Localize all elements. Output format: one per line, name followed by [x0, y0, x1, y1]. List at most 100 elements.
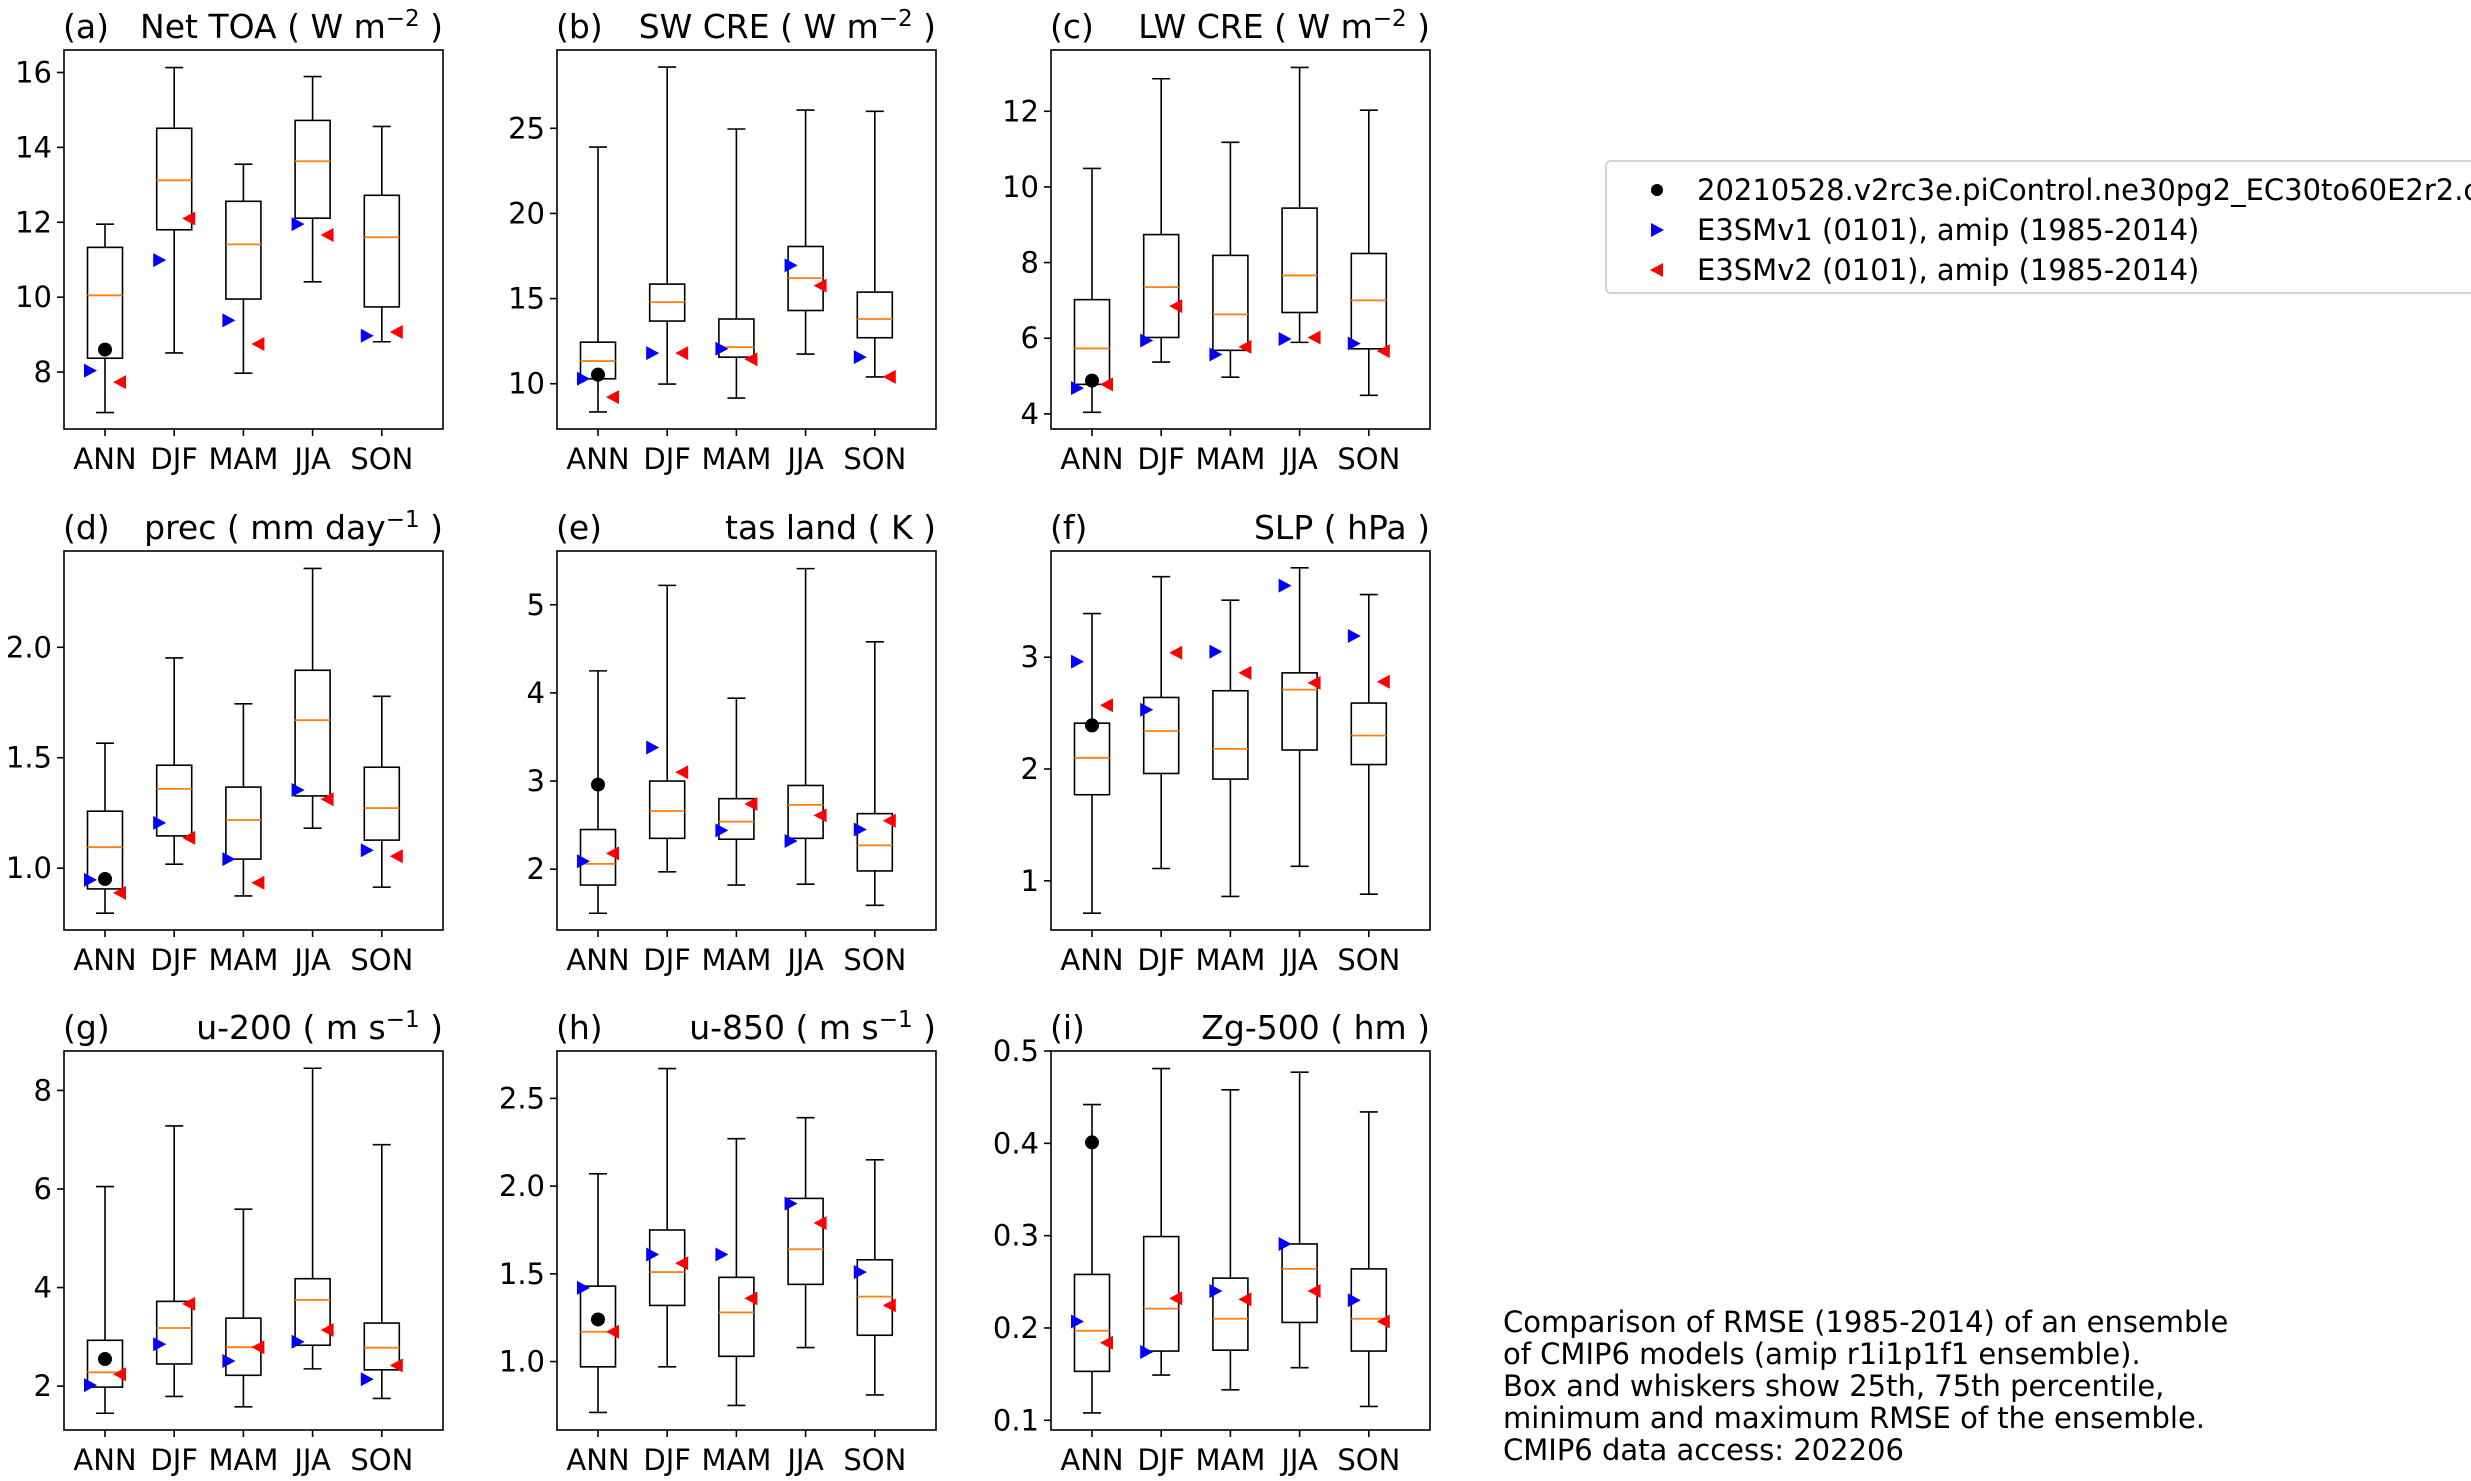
- x-tick-label: DJF: [150, 943, 198, 977]
- x-tick-label: DJF: [150, 1443, 198, 1477]
- iqr-box: [1350, 1268, 1388, 1352]
- e3smv2-marker: [1307, 675, 1321, 690]
- e3smv1-marker: [1278, 331, 1292, 346]
- panel-i: 0.1 0.2 0.3 0.4 0.5 ANN DJF MAM JJA SON (i) Zg-500 …: [993, 1008, 1431, 1477]
- e3smv1-marker: [1209, 644, 1223, 659]
- e3smv1-marker: [1071, 381, 1084, 396]
- e3smv1-marker: [222, 313, 236, 328]
- e3smv2-marker: [251, 875, 265, 890]
- panel-title-text: prec ( mm day: [144, 508, 386, 547]
- x-tick-label: JJA: [785, 442, 824, 476]
- axes-frame: [63, 550, 444, 931]
- x-tick-label: JJA: [1279, 1443, 1318, 1477]
- iqr-box: [787, 784, 824, 840]
- e3smv2-marker: [389, 849, 403, 864]
- e3smv2-marker: [675, 1256, 689, 1271]
- panel-f: 1 2 3 ANN DJF MAM JJA SON (f) SLP ( hPa ): [1021, 508, 1431, 977]
- e3smv1-marker: [1071, 654, 1084, 669]
- legend-label: E3SMv2 (0101), amip (1985-2014): [1697, 253, 2200, 287]
- iqr-box: [718, 1276, 755, 1358]
- panel-title-superscript: −2: [1373, 6, 1407, 32]
- caption-line: Box and whiskers show 25th, 75th percent…: [1503, 1369, 2165, 1403]
- picontrol-marker: [98, 342, 112, 357]
- e3smv1-marker: [577, 371, 590, 386]
- e3smv1-marker: [577, 854, 590, 869]
- picontrol-marker: [591, 1312, 605, 1327]
- y-tick-label: 8: [1021, 246, 1039, 280]
- e3smv1-marker: [84, 363, 97, 378]
- iqr-box: [1142, 233, 1180, 339]
- panel-letter: (h): [556, 1008, 603, 1047]
- x-tick-label: ANN: [566, 943, 629, 977]
- y-tick-label: 2: [1021, 752, 1039, 786]
- panel-h: 1.0 1.5 2.0 2.5 ANN DJF MAM JJA SON (h) u-850 ( m …: [499, 1007, 937, 1477]
- x-tick-label: JJA: [785, 943, 824, 977]
- y-tick-label: 4: [1021, 397, 1039, 431]
- panel-title-text: u-200 ( m s: [196, 1008, 386, 1047]
- e3smv2-marker: [1238, 339, 1252, 354]
- panel-title-text: LW CRE ( W m: [1138, 7, 1372, 46]
- panel-title-text: Net TOA ( W m: [140, 7, 386, 46]
- axes-frame: [1050, 49, 1431, 430]
- y-tick-label: 2: [34, 1369, 52, 1403]
- caption-line: of CMIP6 models (amip r1i1p1f1 ensemble)…: [1503, 1337, 2141, 1371]
- e3smv2-marker: [1238, 1292, 1252, 1307]
- panel-title: prec ( mm day−1 ): [144, 507, 443, 547]
- x-tick-label: DJF: [1137, 943, 1185, 977]
- y-tick-label: 8: [34, 1073, 52, 1107]
- e3smv1-marker: [1140, 1344, 1154, 1359]
- y-tick-label: 10: [1002, 170, 1039, 204]
- iqr-box: [1212, 254, 1249, 352]
- legend-label: 20210528.v2rc3e.piControl.ne30pg2_EC30to…: [1697, 173, 2471, 207]
- panel-title-text: SLP ( hPa ): [1254, 508, 1430, 547]
- x-tick-label: MAM: [1195, 943, 1265, 977]
- picontrol-marker: [98, 1352, 112, 1367]
- iqr-box: [155, 764, 193, 837]
- x-tick-label: SON: [843, 1443, 906, 1477]
- e3smv1-marker: [715, 823, 729, 838]
- e3smv1-marker: [153, 815, 167, 830]
- x-tick-label: DJF: [643, 943, 691, 977]
- e3smv2-marker: [813, 278, 827, 293]
- iqr-box: [225, 786, 262, 860]
- y-tick-label: 0.4: [993, 1126, 1039, 1160]
- panel-g: 2 4 6 8 ANN DJF MAM JJA SON (g) u-200 ( m s−1 ): [34, 1007, 444, 1477]
- e3smv1-marker: [291, 217, 305, 232]
- y-tick-label: 2.5: [499, 1081, 545, 1115]
- y-tick-label: 4: [527, 676, 545, 710]
- panel-d: 1.0 1.5 2.0 ANN DJF MAM JJA SON (d) prec ( mm day…: [6, 507, 444, 977]
- e3smv2-marker: [113, 1367, 126, 1382]
- y-tick-label: 10: [508, 367, 545, 401]
- iqr-box: [363, 766, 401, 841]
- e3smv2-marker: [1376, 344, 1390, 359]
- iqr-box: [1073, 298, 1111, 386]
- panel-title-text: u-850 ( m s: [689, 1008, 879, 1047]
- iqr-box: [1281, 1243, 1318, 1324]
- e3smv2-marker: [606, 1324, 619, 1339]
- y-tick-label: 4: [34, 1271, 52, 1305]
- e3smv1-marker: [84, 1378, 97, 1393]
- x-tick-label: SON: [843, 943, 906, 977]
- axes-frame: [63, 1050, 444, 1431]
- y-tick-label: 1.0: [499, 1345, 545, 1379]
- panel-title-end: ): [913, 7, 936, 46]
- e3smv2-marker: [182, 1296, 196, 1311]
- iqr-box: [155, 127, 193, 231]
- panel-letter: (b): [556, 7, 603, 46]
- panel-letter: (f): [1050, 508, 1087, 547]
- e3smv1-marker: [222, 1354, 236, 1369]
- e3smv2-marker: [882, 369, 896, 384]
- e3smv2-marker: [606, 846, 619, 861]
- e3smv1-marker: [1209, 1284, 1223, 1299]
- y-tick-label: 1.0: [6, 851, 52, 885]
- e3smv2-marker: [1376, 674, 1390, 689]
- x-tick-label: ANN: [73, 943, 136, 977]
- iqr-box: [225, 200, 262, 300]
- y-tick-label: 8: [34, 355, 52, 389]
- e3smv1-marker: [1140, 333, 1154, 348]
- iqr-box: [856, 291, 894, 339]
- y-tick-label: 2: [527, 852, 545, 886]
- e3smv2-marker: [320, 228, 334, 243]
- e3smv1-marker: [646, 1247, 660, 1262]
